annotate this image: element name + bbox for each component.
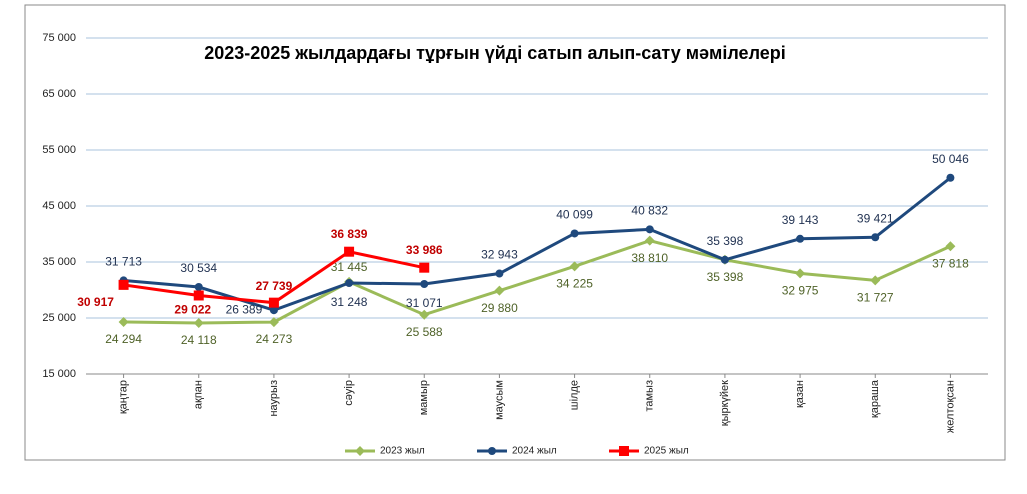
series-line	[123, 176, 952, 312]
data-label: 40 832	[631, 204, 668, 218]
data-label: 31 248	[331, 295, 368, 309]
data-label: 36 839	[331, 227, 368, 241]
data-label: 39 421	[857, 211, 894, 225]
data-point	[344, 246, 355, 257]
data-label: 26 389	[226, 302, 263, 316]
x-tick-label: сәуір	[343, 380, 355, 406]
data-label: 31 445	[331, 260, 368, 274]
data-label: 31 727	[857, 291, 894, 305]
data-point	[870, 275, 881, 286]
x-tick-label: ақпан	[193, 380, 205, 409]
data-label: 31 713	[105, 255, 142, 269]
data-point	[419, 262, 430, 273]
legend-marker	[355, 446, 365, 456]
data-point	[193, 290, 204, 301]
data-label: 29 022	[174, 303, 211, 317]
x-tick-label: мамыр	[418, 380, 430, 415]
data-label: 35 398	[707, 270, 744, 284]
data-label: 24 294	[105, 332, 142, 346]
data-point	[645, 225, 654, 234]
y-tick-label: 55 000	[42, 144, 76, 156]
data-label: 34 225	[556, 277, 593, 291]
x-tick-label: тамыз	[644, 380, 656, 412]
x-tick-label: маусым	[493, 380, 505, 420]
data-point	[795, 268, 806, 279]
legend-marker	[488, 447, 496, 455]
data-label: 40 099	[556, 208, 593, 222]
data-point	[118, 316, 129, 327]
data-label: 30 534	[180, 261, 217, 275]
y-tick-label: 75 000	[42, 32, 76, 44]
data-point	[796, 234, 805, 243]
data-label: 24 118	[181, 333, 217, 347]
y-tick-label: 45 000	[42, 200, 76, 212]
chart-title: 2023-2025 жылдардағы тұрғын үйді сатып а…	[204, 43, 786, 63]
y-tick-label: 25 000	[42, 312, 76, 324]
x-tick-label: қыркүйек	[719, 380, 731, 426]
data-label: 39 143	[782, 213, 819, 227]
data-label: 33 986	[406, 243, 443, 257]
data-point	[644, 235, 655, 246]
data-label: 31 071	[406, 296, 443, 310]
legend-label: 2025 жыл	[644, 446, 689, 457]
x-tick-label: қараша	[869, 379, 881, 418]
x-tick-label: шілде	[568, 380, 580, 410]
series-line	[123, 239, 952, 325]
data-point	[495, 269, 504, 278]
data-label: 50 046	[932, 152, 969, 166]
y-tick-label: 15 000	[42, 368, 76, 380]
data-label: 30 917	[77, 295, 114, 309]
data-label: 32 943	[481, 248, 518, 262]
x-tick-label: қаңтар	[117, 380, 129, 414]
data-point	[118, 279, 129, 290]
legend-label: 2024 жыл	[512, 446, 557, 457]
data-point	[720, 255, 729, 264]
data-point	[268, 297, 279, 308]
legend-label: 2023 жыл	[380, 446, 425, 457]
data-label: 32 975	[782, 284, 819, 298]
data-point	[194, 283, 203, 292]
y-tick-label: 65 000	[42, 88, 76, 100]
data-label: 38 810	[631, 251, 668, 265]
data-point	[945, 241, 956, 252]
data-point	[494, 285, 505, 296]
data-point	[569, 261, 580, 272]
data-label: 24 273	[256, 332, 293, 346]
data-point	[268, 317, 279, 328]
data-label: 37 818	[932, 256, 969, 270]
data-label: 35 398	[707, 234, 744, 248]
legend-marker	[619, 446, 629, 456]
data-point	[345, 279, 354, 288]
data-point	[946, 173, 955, 182]
x-tick-label: наурыз	[268, 380, 280, 417]
data-point	[570, 229, 579, 238]
y-tick-label: 35 000	[42, 256, 76, 268]
data-point	[419, 309, 430, 320]
x-tick-label: желтоқсан	[944, 380, 956, 433]
data-label: 29 880	[481, 301, 518, 315]
x-tick-label: қазан	[794, 380, 806, 408]
data-label: 27 739	[256, 279, 293, 293]
data-point	[269, 306, 278, 315]
data-label: 25 588	[406, 325, 443, 339]
data-point	[420, 280, 429, 289]
data-point	[193, 317, 204, 328]
chart-frame	[24, 4, 1006, 461]
data-point	[871, 233, 880, 242]
